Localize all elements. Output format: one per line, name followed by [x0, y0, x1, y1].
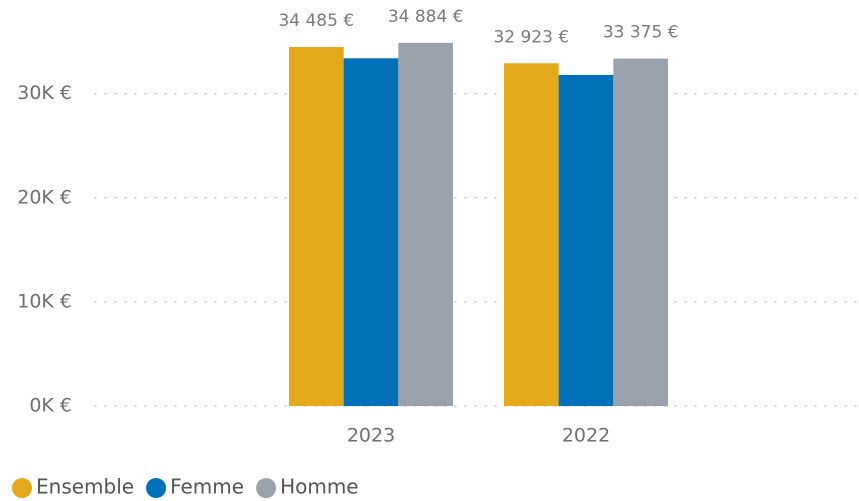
y-tick-label: 20K €	[17, 186, 72, 208]
value-label: 34 485 €	[278, 11, 354, 31]
bar	[613, 58, 669, 407]
legend-marker	[146, 478, 167, 498]
bar	[503, 63, 559, 407]
legend-label: Ensemble	[36, 475, 134, 499]
legend-label: Femme	[170, 475, 244, 499]
value-label: 34 884 €	[388, 7, 464, 27]
bar	[558, 74, 614, 406]
y-tick-label: 30K €	[17, 82, 72, 104]
y-tick-label: 0K €	[29, 395, 72, 417]
bar	[288, 47, 344, 406]
legend-marker	[256, 478, 277, 498]
legend-marker	[12, 478, 32, 498]
value-label: 33 375 €	[603, 23, 679, 43]
bar	[398, 42, 454, 407]
value-label: 32 923 €	[493, 27, 569, 47]
bar	[343, 58, 399, 407]
legend-label: Homme	[280, 475, 359, 499]
y-tick-label: 10K €	[17, 290, 72, 312]
x-tick-label: 2022	[562, 425, 610, 447]
x-tick-label: 2023	[347, 425, 395, 447]
